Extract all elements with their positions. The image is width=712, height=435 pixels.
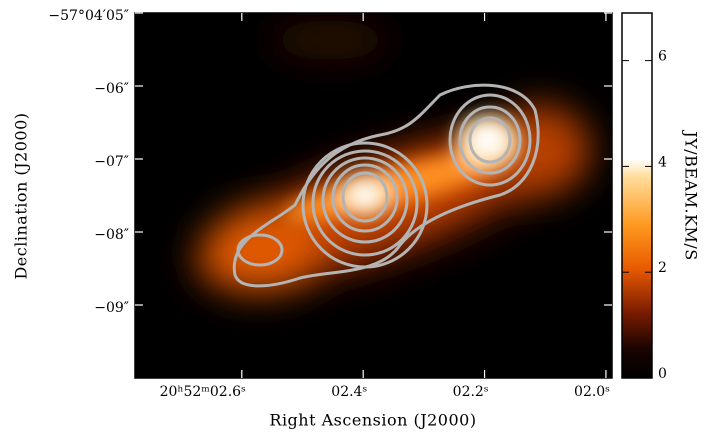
x-tick-label: 02.0ˢ [574,384,610,400]
plot-frame [134,12,613,379]
y-tick-label: −07″ [94,154,129,170]
y-tick-label: −08″ [94,227,129,243]
contours [232,83,540,288]
colorbar-tick-label: 2 [658,260,667,276]
colorbar-label: JY/BEAM.KM/S [682,129,701,261]
x-tick-label: 20ʰ52ᵐ02.6ˢ [160,384,246,400]
y-tick-label: −57°04′05″ [48,8,129,24]
y-tick-label: −06″ [94,81,129,97]
colorbar-tick-label: 0 [658,366,667,382]
x-axis-label: Right Ascension (J2000) [269,411,476,430]
emission-map [135,13,612,378]
colorbar-tick-label: 4 [658,154,667,170]
y-axis-label: Declination (J2000) [12,112,31,279]
y-tick-label: −09″ [94,300,129,316]
x-tick-label: 02.2ˢ [453,384,489,400]
colorbar-tick-label: 6 [658,49,667,65]
colorbar [621,12,653,379]
x-tick-label: 02.4ˢ [331,384,367,400]
